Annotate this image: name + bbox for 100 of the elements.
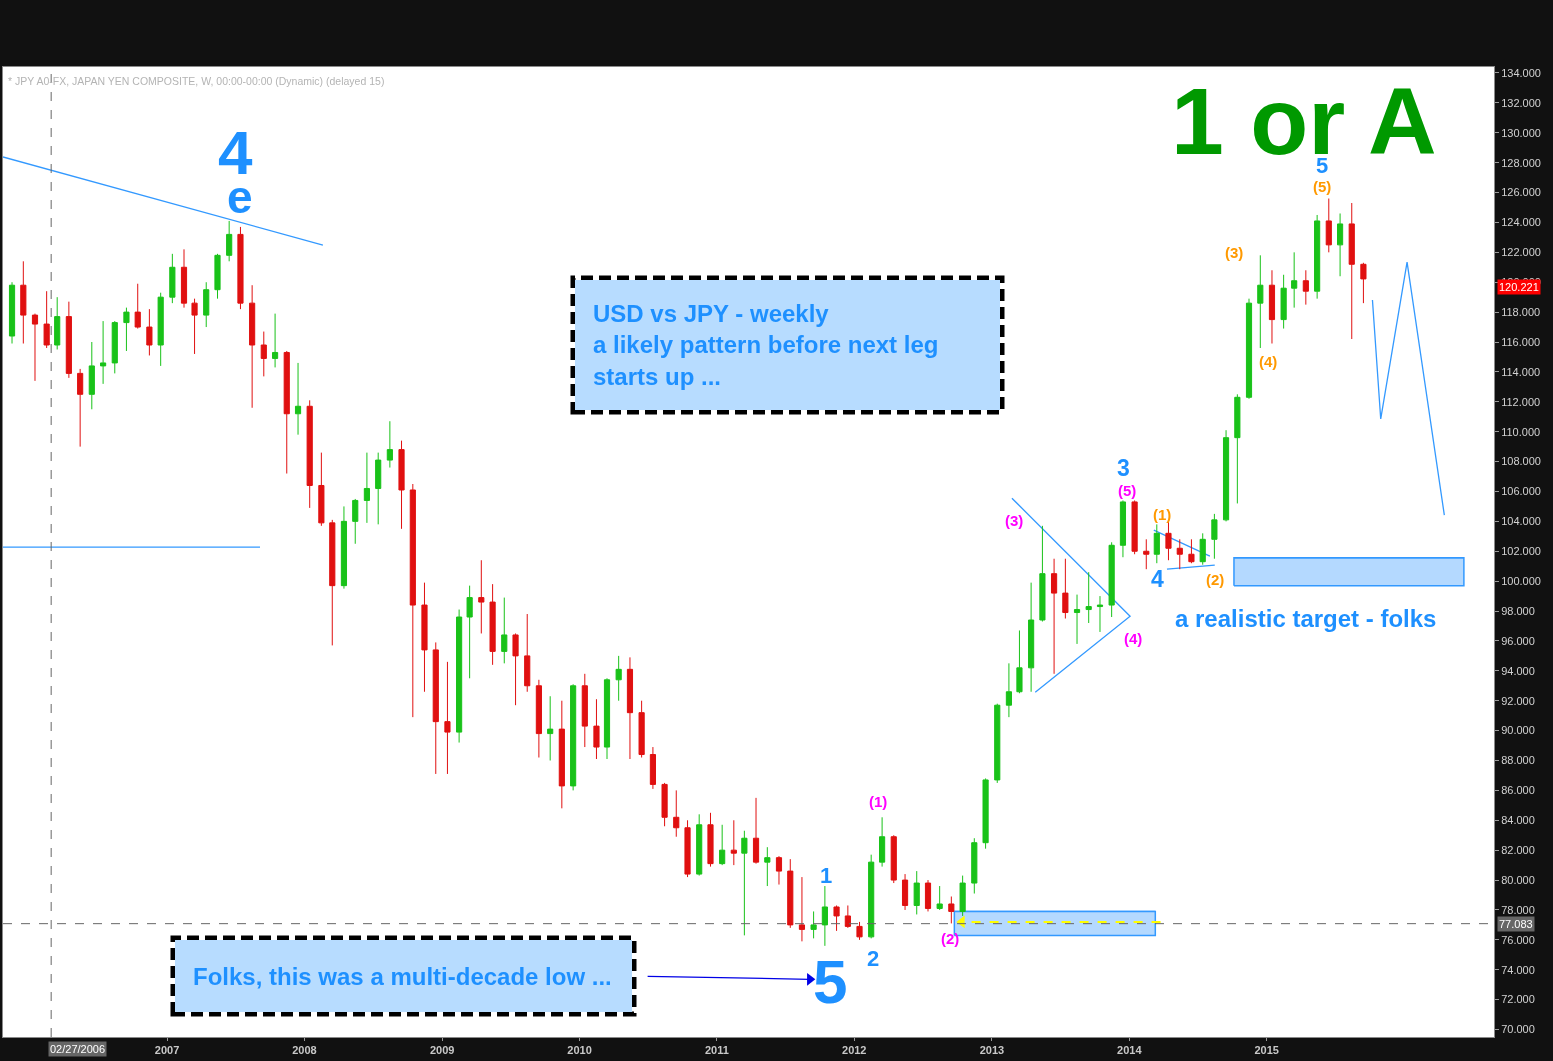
- candlestick: [844, 904, 851, 929]
- candlestick: [43, 290, 50, 349]
- y-tick-label: 94.000: [1501, 664, 1535, 677]
- y-tick-label: 70.000: [1501, 1023, 1535, 1036]
- candlestick: [375, 452, 382, 525]
- annotation: Folks, this was a multi-decade low ...: [193, 962, 612, 990]
- candlestick: [1222, 429, 1230, 522]
- x-tick-label: 2007: [154, 1044, 180, 1057]
- candlestick: [1234, 393, 1241, 504]
- y-tick-label: 96.000: [1501, 634, 1535, 647]
- annotation: (3): [1005, 512, 1024, 529]
- text: 120.221: [1499, 281, 1539, 293]
- candlestick: [821, 885, 828, 947]
- candlestick: [478, 559, 485, 634]
- candlestick: [856, 921, 863, 941]
- candlestick: [1073, 594, 1081, 645]
- x-tick-label: 2015: [1254, 1044, 1279, 1057]
- y-tick-label: 102.000: [1501, 545, 1541, 558]
- candlestick: [1050, 558, 1058, 675]
- y-tick-label: 110.000: [1501, 425, 1541, 438]
- candlestick: [1314, 214, 1321, 300]
- annotation: (5): [1313, 178, 1332, 195]
- x-tick-label: 2013: [979, 1044, 1005, 1057]
- candlestick: [398, 440, 405, 530]
- candlestick: [214, 253, 221, 300]
- annotation: (2): [941, 930, 960, 947]
- candlestick: [88, 341, 95, 410]
- candlestick: [489, 583, 496, 666]
- candlestick: [1108, 541, 1115, 618]
- candlestick: [466, 585, 473, 679]
- candlestick: [340, 505, 348, 590]
- candlestick: [8, 281, 16, 344]
- candlestick: [890, 834, 897, 884]
- x-tick-label: 2008: [292, 1044, 317, 1057]
- candlestick: [924, 879, 932, 912]
- y-tick-label: 130.000: [1501, 126, 1541, 139]
- y-tick-label: 76.000: [1501, 933, 1535, 946]
- y-tick-label: 112.000: [1501, 395, 1541, 408]
- candlestick: [982, 777, 989, 850]
- candlestick: [306, 399, 313, 509]
- candlestick: [798, 876, 806, 942]
- candlestick: [1119, 499, 1127, 558]
- candlestick: [363, 452, 370, 524]
- annotation: a realistic target - folks: [1175, 605, 1437, 632]
- candlestick: [615, 655, 622, 702]
- candlestick: [741, 830, 748, 936]
- annotation: (5): [1118, 482, 1137, 499]
- candlestick: [879, 816, 886, 868]
- annotation: 5: [813, 947, 848, 1016]
- candlestick: [1062, 558, 1069, 620]
- candlestick: [581, 673, 588, 748]
- candlestick: [971, 837, 978, 895]
- candlestick: [547, 695, 554, 761]
- candlestick: [1337, 212, 1344, 277]
- x-tick-label: 2011: [704, 1044, 729, 1057]
- candlestick: [603, 677, 611, 760]
- candlestick: [1131, 499, 1138, 555]
- annotation: (1): [1153, 506, 1172, 523]
- candlestick: [719, 824, 726, 866]
- candlestick: [1028, 582, 1035, 693]
- candlestick: [1096, 595, 1104, 633]
- candlestick: [283, 350, 290, 475]
- candlestick: [157, 292, 164, 367]
- candlestick: [421, 582, 428, 693]
- candlestick: [868, 854, 875, 939]
- candlestick: [1016, 629, 1023, 694]
- candlestick: [1153, 523, 1160, 564]
- annotation: (2): [1206, 571, 1225, 588]
- candlestick: [100, 320, 107, 385]
- annotation: (4): [1259, 353, 1278, 370]
- candlestick: [146, 308, 153, 356]
- candlestick: [764, 846, 771, 887]
- y-tick-label: 106.000: [1501, 485, 1541, 498]
- candlestick: [456, 609, 463, 744]
- candlestick: [1291, 251, 1298, 309]
- x-tick-label: 2009: [429, 1044, 455, 1057]
- candlestick: [31, 313, 39, 382]
- candlestick: [226, 220, 233, 262]
- candlestick: [77, 368, 84, 448]
- annotation: 5: [1316, 153, 1329, 178]
- candlestick: [570, 683, 577, 791]
- annotation: (3): [1225, 244, 1244, 261]
- candlestick: [936, 885, 943, 909]
- y-tick-label: 84.000: [1501, 814, 1535, 827]
- candlestick: [260, 331, 267, 377]
- candlestick: [329, 519, 336, 646]
- y-tick-label: 132.000: [1501, 96, 1541, 109]
- ref-line-label: 02/27/2006: [50, 1043, 106, 1055]
- y-tick-label: 78.000: [1501, 903, 1535, 916]
- candlestick: [752, 797, 760, 865]
- candlestick: [249, 284, 256, 409]
- candlestick: [111, 320, 118, 374]
- candlestick: [444, 661, 451, 775]
- candlestick: [191, 298, 198, 355]
- candlestick: [558, 700, 565, 809]
- candlestick: [1360, 262, 1367, 304]
- annotation: 2: [867, 946, 880, 971]
- candlestick: [1176, 538, 1183, 570]
- y-tick-label: 116.000: [1501, 335, 1541, 348]
- candlestick: [134, 283, 141, 330]
